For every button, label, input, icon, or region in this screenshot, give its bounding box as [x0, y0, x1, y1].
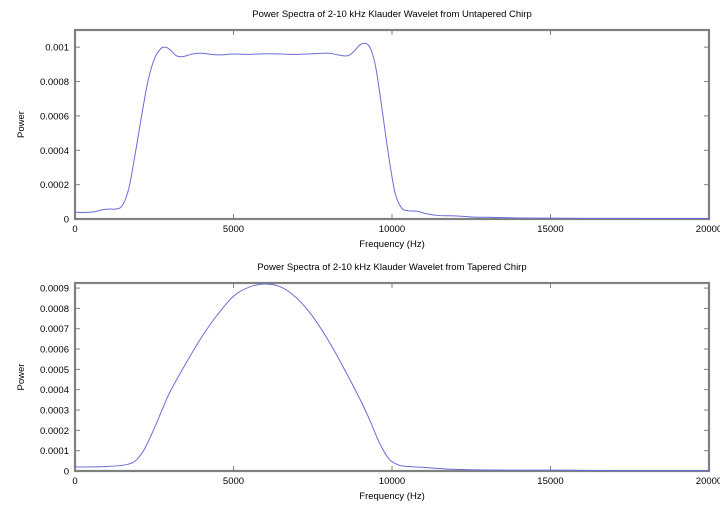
x-tick-label: 15000	[537, 476, 563, 487]
y-tick-label: 0.0002	[40, 180, 69, 191]
x-axis-label: Frequency (Hz)	[359, 491, 424, 502]
x-axis-label: Frequency (Hz)	[359, 239, 424, 250]
y-tick-label: 0.001	[45, 43, 69, 54]
plot-frame	[73, 281, 711, 473]
x-tick-label: 0	[72, 476, 77, 487]
x-tick-label: 15000	[537, 224, 563, 235]
y-tick-label: 0.0004	[40, 146, 69, 157]
power-spectrum-line	[74, 42, 709, 219]
y-tick-label: 0.0005	[40, 365, 69, 376]
tapered-spectrum-plot: Power Spectra of 2-10 kHz Klauder Wavele…	[16, 262, 720, 502]
y-axis-label: Power	[16, 364, 27, 391]
y-tick-label: 0.0006	[40, 111, 69, 122]
x-tick-label: 0	[72, 224, 77, 235]
y-tick-label: 0.0004	[40, 385, 69, 396]
y-tick-label: 0	[64, 467, 69, 478]
y-tick-label: 0.0002	[40, 426, 69, 437]
y-tick-label: 0	[64, 215, 69, 226]
y-tick-label: 0.0003	[40, 406, 69, 417]
y-tick-label: 0.0006	[40, 345, 69, 356]
plot-frame	[73, 28, 711, 221]
chart-title: Power Spectra of 2-10 kHz Klauder Wavele…	[257, 262, 526, 273]
y-tick-label: 0.0008	[40, 304, 69, 315]
x-tick-label: 20000	[696, 224, 720, 235]
bottom-chart: Power Spectra of 2-10 kHz Klauder Wavele…	[0, 252, 720, 504]
x-tick-label: 10000	[379, 476, 405, 487]
y-tick-label: 0.0009	[40, 284, 69, 295]
x-tick-label: 5000	[223, 224, 244, 235]
y-tick-label: 0.0008	[40, 77, 69, 88]
x-tick-label: 10000	[379, 224, 405, 235]
y-tick-label: 0.0001	[40, 446, 69, 457]
x-tick-label: 5000	[223, 476, 244, 487]
power-spectrum-line	[74, 283, 709, 472]
x-tick-label: 20000	[696, 476, 720, 487]
untapered-spectrum-plot: Power Spectra of 2-10 kHz Klauder Wavele…	[16, 9, 720, 250]
top-chart: Power Spectra of 2-10 kHz Klauder Wavele…	[0, 0, 720, 252]
chart-title: Power Spectra of 2-10 kHz Klauder Wavele…	[252, 9, 532, 20]
y-axis-label: Power	[16, 111, 27, 138]
y-tick-label: 0.0007	[40, 324, 69, 335]
